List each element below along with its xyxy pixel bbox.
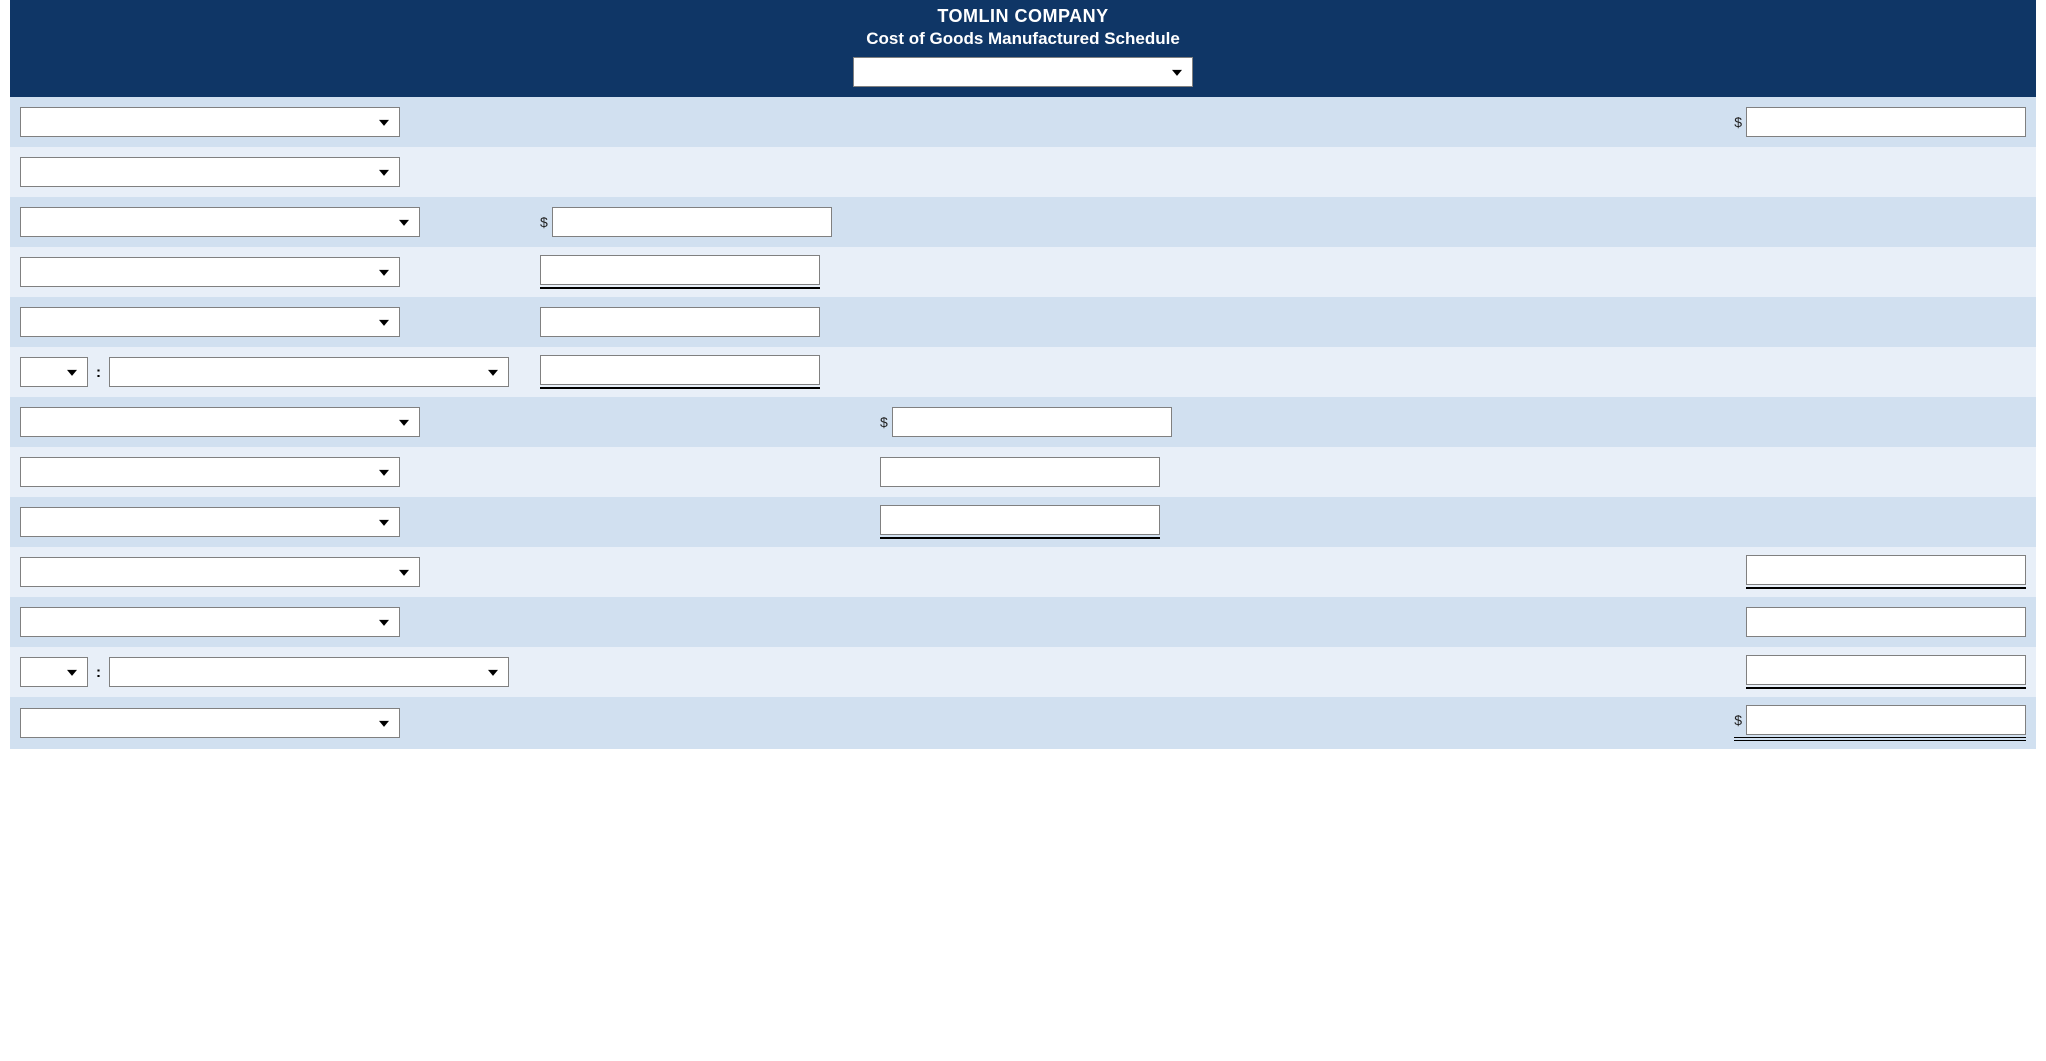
schedule-header: TOMLIN COMPANY Cost of Goods Manufacture…: [10, 0, 2036, 97]
company-name: TOMLIN COMPANY: [10, 6, 2036, 27]
amount-col-c: $: [1220, 107, 2026, 137]
amount-wrap: [1746, 607, 2026, 637]
label-colon: :: [96, 364, 101, 381]
operator-select[interactable]: [20, 657, 88, 687]
line-item-select[interactable]: [20, 607, 400, 637]
schedule-row: $: [10, 197, 2036, 247]
amount-col-a: $: [540, 207, 880, 237]
line-item-select[interactable]: [20, 457, 400, 487]
amount-wrap: [880, 505, 1160, 539]
amount-input[interactable]: [880, 457, 1160, 487]
amount-wrap: [1746, 655, 2026, 689]
operator-select[interactable]: [20, 357, 88, 387]
amount-wrap: [540, 307, 820, 337]
schedule-row: [10, 297, 2036, 347]
amount-wrap: $: [880, 407, 1172, 437]
amount-wrap: $: [540, 207, 832, 237]
amount-input[interactable]: [1746, 705, 2026, 735]
currency-symbol: $: [1734, 114, 1742, 130]
row-label: [20, 708, 540, 738]
amount-input[interactable]: [540, 255, 820, 285]
amount-input[interactable]: [1746, 555, 2026, 585]
amount-col-c: [1220, 555, 2026, 589]
schedule-row: [10, 547, 2036, 597]
row-label: [20, 157, 540, 187]
line-item-select[interactable]: [109, 357, 509, 387]
row-label: [20, 557, 540, 587]
currency-symbol: $: [880, 414, 888, 430]
amount-input[interactable]: [552, 207, 832, 237]
row-label: [20, 507, 540, 537]
amount-col-b: [880, 505, 1220, 539]
line-item-select[interactable]: [20, 557, 420, 587]
row-label: [20, 407, 540, 437]
amount-input[interactable]: [1746, 655, 2026, 685]
amount-input[interactable]: [880, 505, 1160, 535]
schedule-title: Cost of Goods Manufactured Schedule: [10, 29, 2036, 49]
row-label: :: [20, 357, 540, 387]
schedule-body: $ $: $: $: [10, 97, 2036, 749]
line-item-select[interactable]: [20, 157, 400, 187]
currency-symbol: $: [540, 214, 548, 230]
amount-wrap: [1746, 555, 2026, 589]
amount-input[interactable]: [1746, 607, 2026, 637]
schedule-row: [10, 147, 2036, 197]
amount-col-c: [1220, 607, 2026, 637]
line-item-select[interactable]: [20, 507, 400, 537]
line-item-select[interactable]: [20, 257, 400, 287]
amount-col-a: [540, 355, 880, 389]
amount-col-b: $: [880, 407, 1220, 437]
schedule-row: :: [10, 347, 2036, 397]
schedule-row: [10, 497, 2036, 547]
row-label: [20, 207, 540, 237]
amount-col-a: [540, 307, 880, 337]
line-item-select[interactable]: [20, 708, 400, 738]
row-label: [20, 307, 540, 337]
amount-wrap: [540, 355, 820, 389]
schedule-row: :: [10, 647, 2036, 697]
amount-wrap: [880, 457, 1160, 487]
amount-wrap: [540, 255, 820, 289]
label-colon: :: [96, 664, 101, 681]
schedule-row: $: [10, 397, 2036, 447]
amount-input[interactable]: [540, 355, 820, 385]
line-item-select[interactable]: [20, 107, 400, 137]
currency-symbol: $: [1734, 712, 1742, 728]
line-item-select[interactable]: [20, 307, 400, 337]
amount-wrap: $: [1734, 107, 2026, 137]
line-item-select[interactable]: [109, 657, 509, 687]
row-label: [20, 607, 540, 637]
amount-input[interactable]: [1746, 107, 2026, 137]
amount-wrap: $: [1734, 705, 2026, 741]
schedule-row: $: [10, 97, 2036, 147]
schedule-row: [10, 597, 2036, 647]
schedule-row: [10, 447, 2036, 497]
amount-input[interactable]: [540, 307, 820, 337]
row-label: [20, 107, 540, 137]
row-label: [20, 257, 540, 287]
row-label: :: [20, 657, 540, 687]
row-label: [20, 457, 540, 487]
schedule-row: $: [10, 697, 2036, 749]
amount-col-b: [880, 457, 1220, 487]
amount-col-a: [540, 255, 880, 289]
amount-col-c: $: [1220, 705, 2026, 741]
schedule-row: [10, 247, 2036, 297]
amount-input[interactable]: [892, 407, 1172, 437]
line-item-select[interactable]: [20, 207, 420, 237]
period-select[interactable]: [853, 57, 1193, 87]
amount-col-c: [1220, 655, 2026, 689]
line-item-select[interactable]: [20, 407, 420, 437]
